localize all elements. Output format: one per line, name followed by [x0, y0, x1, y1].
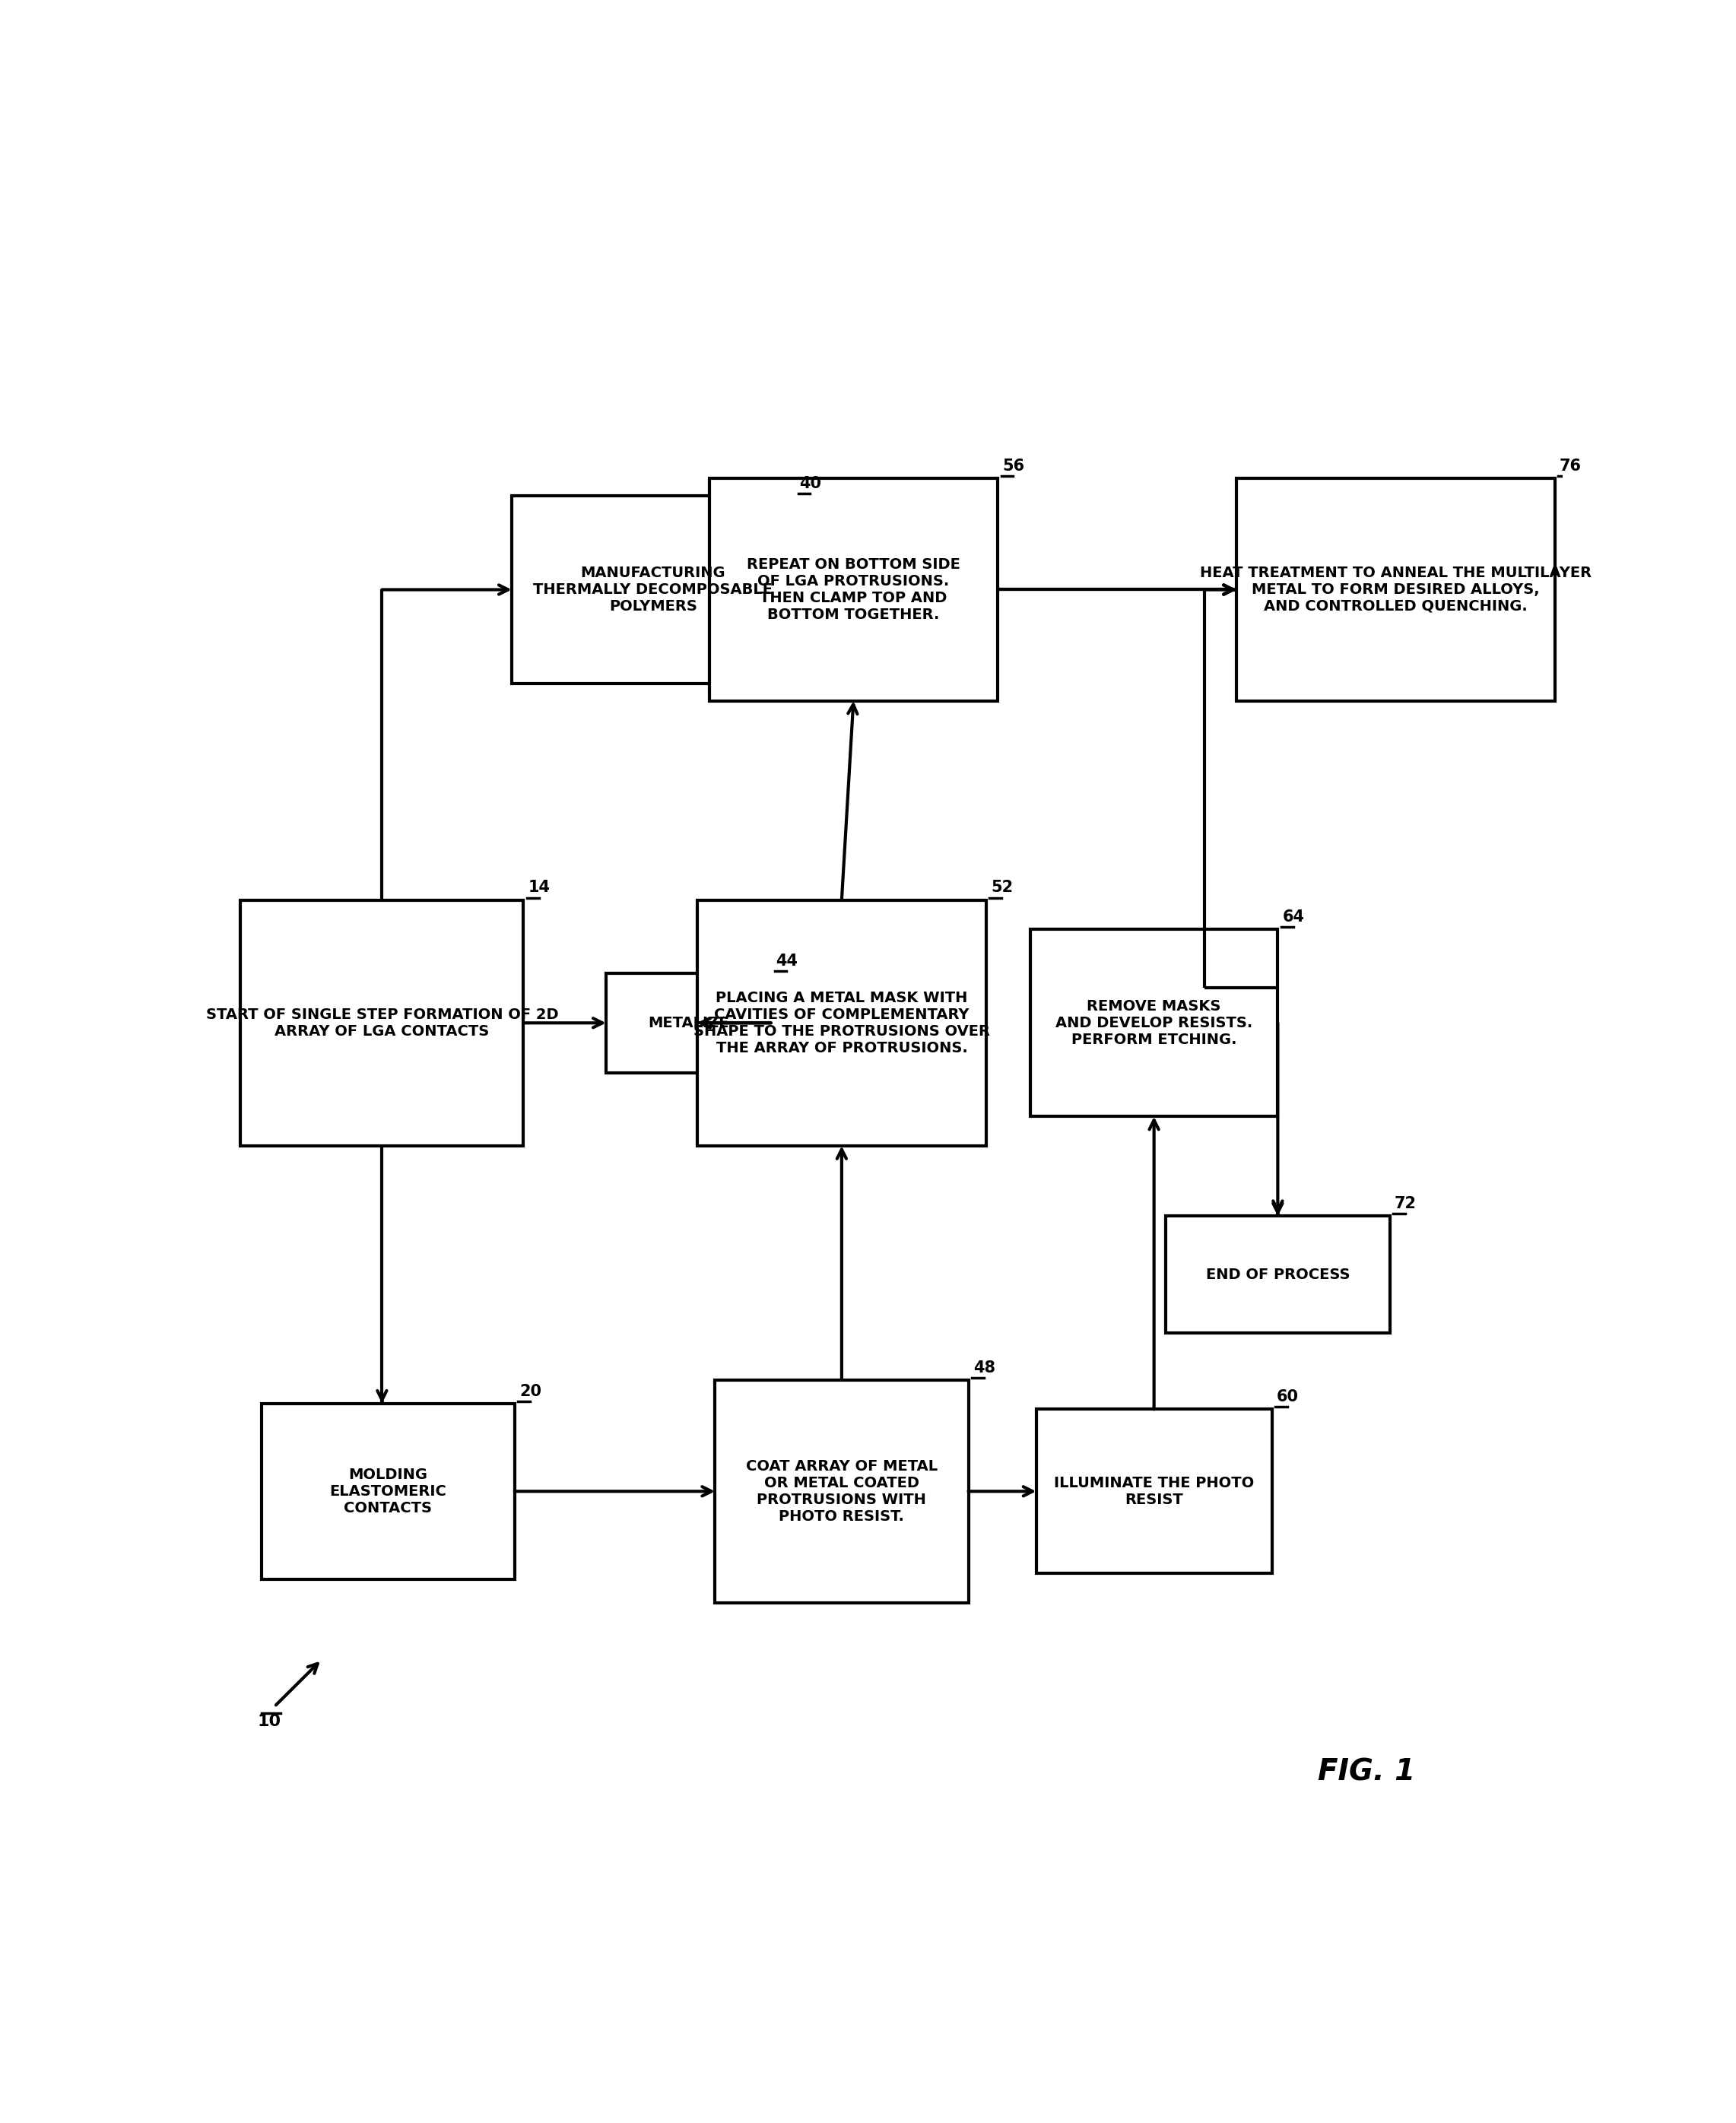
Text: 56: 56: [1003, 459, 1024, 473]
Bar: [698, 900, 986, 1146]
Bar: [1029, 930, 1278, 1117]
Text: FIG. 1: FIG. 1: [1318, 1758, 1415, 1788]
Text: 14: 14: [528, 881, 550, 896]
Text: 48: 48: [974, 1361, 995, 1376]
Bar: [708, 478, 998, 701]
Text: 60: 60: [1276, 1388, 1299, 1405]
Text: PLACING A METAL MASK WITH
CAVITIES OF COMPLEMENTARY
SHAPE TO THE PROTRUSIONS OVE: PLACING A METAL MASK WITH CAVITIES OF CO…: [693, 991, 990, 1055]
Text: 10: 10: [257, 1713, 281, 1728]
Text: REPEAT ON BOTTOM SIDE
OF LGA PROTRUSIONS.
THEN CLAMP TOP AND
BOTTOM TOGETHER.: REPEAT ON BOTTOM SIDE OF LGA PROTRUSIONS…: [746, 558, 960, 622]
Bar: [606, 972, 771, 1072]
Text: HEAT TREATMENT TO ANNEAL THE MULTILAYER
METAL TO FORM DESIRED ALLOYS,
AND CONTRO: HEAT TREATMENT TO ANNEAL THE MULTILAYER …: [1200, 565, 1592, 614]
Text: 20: 20: [519, 1384, 542, 1399]
Bar: [241, 900, 524, 1146]
Text: END OF PROCESS: END OF PROCESS: [1207, 1267, 1351, 1282]
Text: 52: 52: [991, 881, 1012, 896]
Bar: [1167, 1216, 1391, 1333]
Text: 40: 40: [799, 476, 821, 490]
Bar: [260, 1403, 514, 1580]
Text: 64: 64: [1283, 909, 1304, 926]
Text: REMOVE MASKS
AND DEVELOP RESISTS.
PERFORM ETCHING.: REMOVE MASKS AND DEVELOP RESISTS. PERFOR…: [1055, 1000, 1253, 1047]
Bar: [512, 497, 795, 684]
Text: START OF SINGLE STEP FORMATION OF 2D
ARRAY OF LGA CONTACTS: START OF SINGLE STEP FORMATION OF 2D ARR…: [207, 1006, 559, 1038]
Text: ILLUMINATE THE PHOTO
RESIST: ILLUMINATE THE PHOTO RESIST: [1054, 1475, 1253, 1507]
Bar: [715, 1380, 969, 1603]
Text: 44: 44: [776, 953, 799, 968]
Bar: [1236, 478, 1555, 701]
Text: 72: 72: [1394, 1195, 1417, 1212]
Text: COAT ARRAY OF METAL
OR METAL COATED
PROTRUSIONS WITH
PHOTO RESIST.: COAT ARRAY OF METAL OR METAL COATED PROT…: [746, 1459, 937, 1524]
Text: MOLDING
ELASTOMERIC
CONTACTS: MOLDING ELASTOMERIC CONTACTS: [330, 1467, 446, 1516]
Text: METALIZE: METALIZE: [648, 1015, 729, 1030]
Text: 76: 76: [1559, 459, 1581, 473]
Text: MANUFACTURING
THERMALLY DECOMPOSABLE
POLYMERS: MANUFACTURING THERMALLY DECOMPOSABLE POL…: [533, 565, 773, 614]
Bar: [1036, 1410, 1272, 1573]
